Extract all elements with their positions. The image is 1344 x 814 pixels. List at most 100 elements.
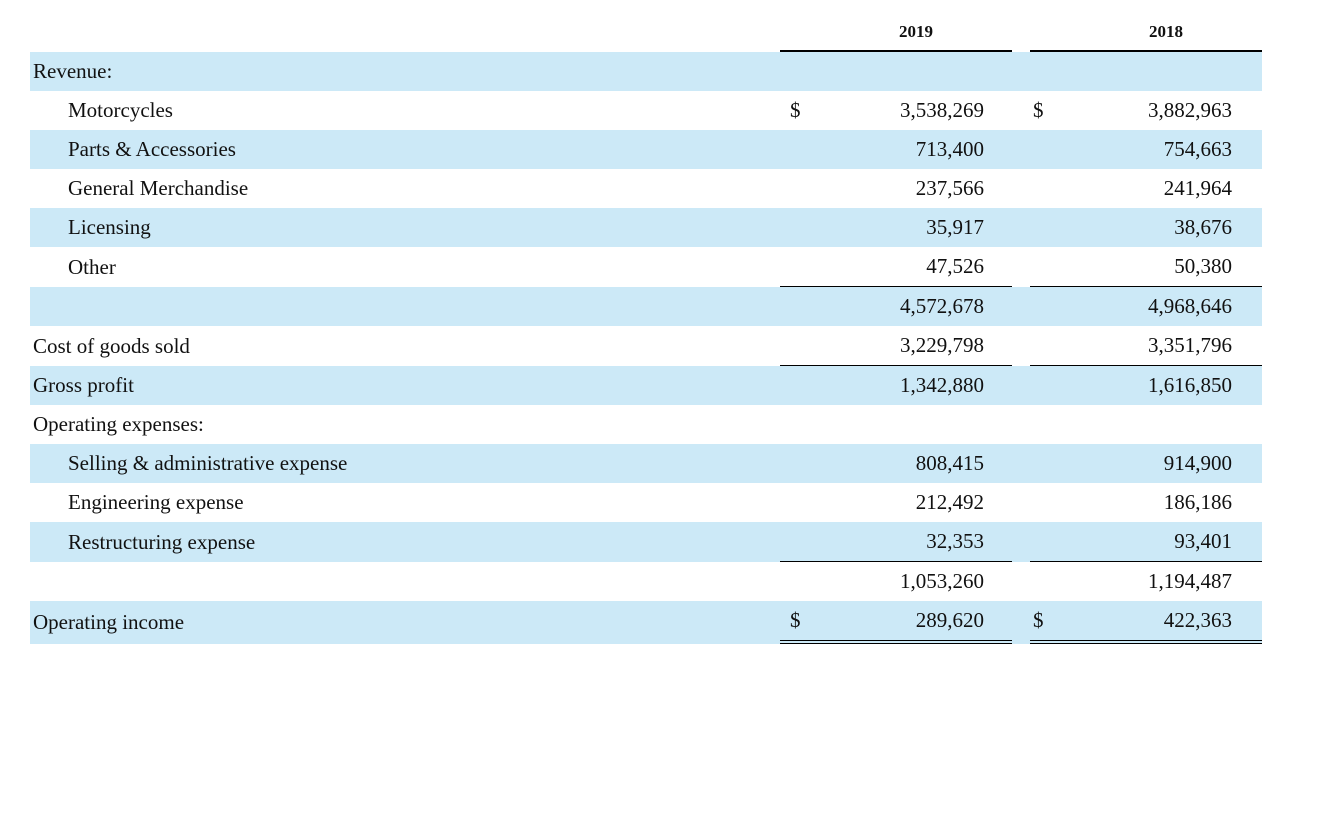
header-row: 2019 2018 — [30, 14, 1262, 52]
spacer — [1012, 287, 1030, 326]
value: 289,620 — [820, 601, 1012, 644]
spacer — [1012, 91, 1030, 130]
currency — [1030, 366, 1070, 405]
row: 1,053,260 1,194,487 — [30, 562, 1262, 601]
spacer — [1012, 169, 1030, 208]
currency — [780, 287, 820, 326]
row: General Merchandise 237,566 241,964 — [30, 169, 1262, 208]
value: 914,900 — [1070, 444, 1262, 483]
row: Other 47,526 50,380 — [30, 247, 1262, 287]
row: Revenue: — [30, 52, 1262, 91]
value: 186,186 — [1163, 490, 1232, 514]
currency — [1030, 208, 1070, 247]
row: Selling & administrative expense 808,415 9… — [30, 444, 1262, 483]
currency — [780, 208, 820, 247]
spacer — [1012, 52, 1030, 91]
value: 4,572,678 — [820, 287, 1012, 326]
currency: $ — [790, 98, 801, 122]
value: 713,400 — [820, 130, 1012, 169]
row-label: Operating income — [30, 601, 780, 644]
value — [820, 52, 1012, 91]
value: 754,663 — [1070, 130, 1262, 169]
spacer — [1012, 444, 1030, 483]
spacer — [1012, 562, 1030, 601]
spacer — [1012, 130, 1030, 169]
row: Motorcycles $3,538,269 $3,882,963 — [30, 91, 1262, 130]
row: 4,572,678 4,968,646 — [30, 287, 1262, 326]
row-label: Engineering expense — [68, 490, 244, 514]
spacer — [1012, 405, 1030, 444]
currency — [780, 444, 820, 483]
currency — [1030, 562, 1070, 601]
spacer — [1012, 366, 1030, 405]
spacer — [1012, 247, 1030, 287]
currency — [1030, 169, 1070, 208]
value: 241,964 — [1163, 176, 1232, 200]
value: 1,194,487 — [1148, 569, 1232, 593]
value: 3,351,796 — [1070, 326, 1262, 366]
value: 35,917 — [820, 208, 1012, 247]
row: Operating expenses: — [30, 405, 1262, 444]
spacer — [1012, 601, 1030, 644]
currency — [1030, 326, 1070, 366]
currency: $ — [780, 601, 820, 644]
spacer — [1012, 483, 1030, 522]
currency: $ — [1033, 98, 1044, 122]
currency — [780, 366, 820, 405]
value: 32,353 — [820, 522, 1012, 562]
row: Cost of goods sold 3,229,798 3,351,796 — [30, 326, 1262, 366]
currency — [780, 52, 820, 91]
row-label: Selling & administrative expense — [30, 444, 780, 483]
value: 3,882,963 — [1148, 98, 1232, 122]
value: 1,342,880 — [820, 366, 1012, 405]
value: 237,566 — [915, 176, 984, 200]
row: Licensing 35,917 38,676 — [30, 208, 1262, 247]
currency — [1030, 130, 1070, 169]
currency — [780, 483, 820, 522]
value: 212,492 — [915, 490, 984, 514]
value: 422,363 — [1070, 601, 1262, 644]
value: 4,968,646 — [1070, 287, 1262, 326]
currency — [1030, 287, 1070, 326]
currency — [1030, 522, 1070, 562]
value: 808,415 — [820, 444, 1012, 483]
row: Restructuring expense 32,353 93,401 — [30, 522, 1262, 562]
value — [1070, 52, 1262, 91]
value: 47,526 — [820, 247, 1012, 287]
row-label: Revenue: — [30, 52, 780, 91]
currency — [780, 522, 820, 562]
value: 1,616,850 — [1070, 366, 1262, 405]
value: 3,229,798 — [820, 326, 1012, 366]
row-label: General Merchandise — [68, 176, 249, 200]
currency — [780, 405, 820, 444]
currency — [1030, 52, 1070, 91]
row-label — [30, 562, 780, 601]
income-table: 2019 2018 Revenue: Motorcycles $3,538,269 $… — [30, 14, 1262, 644]
row: Gross profit 1,342,880 1,616,850 — [30, 366, 1262, 405]
value: 93,401 — [1070, 522, 1262, 562]
column-header: 2019 — [820, 14, 1012, 52]
currency — [780, 247, 820, 287]
currency — [780, 169, 820, 208]
row-label: Gross profit — [30, 366, 780, 405]
row: Operating income $289,620 $422,363 — [30, 601, 1262, 644]
row-label — [30, 287, 780, 326]
table-body: Revenue: Motorcycles $3,538,269 $3,882,963 P… — [30, 52, 1262, 644]
value: 3,538,269 — [900, 98, 984, 122]
row: Engineering expense 212,492 186,186 — [30, 483, 1262, 522]
row-label: Cost of goods sold — [33, 333, 190, 358]
currency — [780, 562, 820, 601]
row-label: Parts & Accessories — [30, 130, 780, 169]
row-label: Motorcycles — [68, 98, 173, 122]
value: 38,676 — [1070, 208, 1262, 247]
currency — [1030, 405, 1070, 444]
value — [1070, 405, 1262, 444]
value: 1,053,260 — [900, 569, 984, 593]
spacer — [1012, 326, 1030, 366]
currency — [780, 130, 820, 169]
row-label: Operating expenses: — [33, 412, 204, 436]
currency: $ — [1030, 601, 1070, 644]
spacer — [1012, 208, 1030, 247]
row-label: Other — [68, 254, 116, 279]
currency — [1030, 483, 1070, 522]
